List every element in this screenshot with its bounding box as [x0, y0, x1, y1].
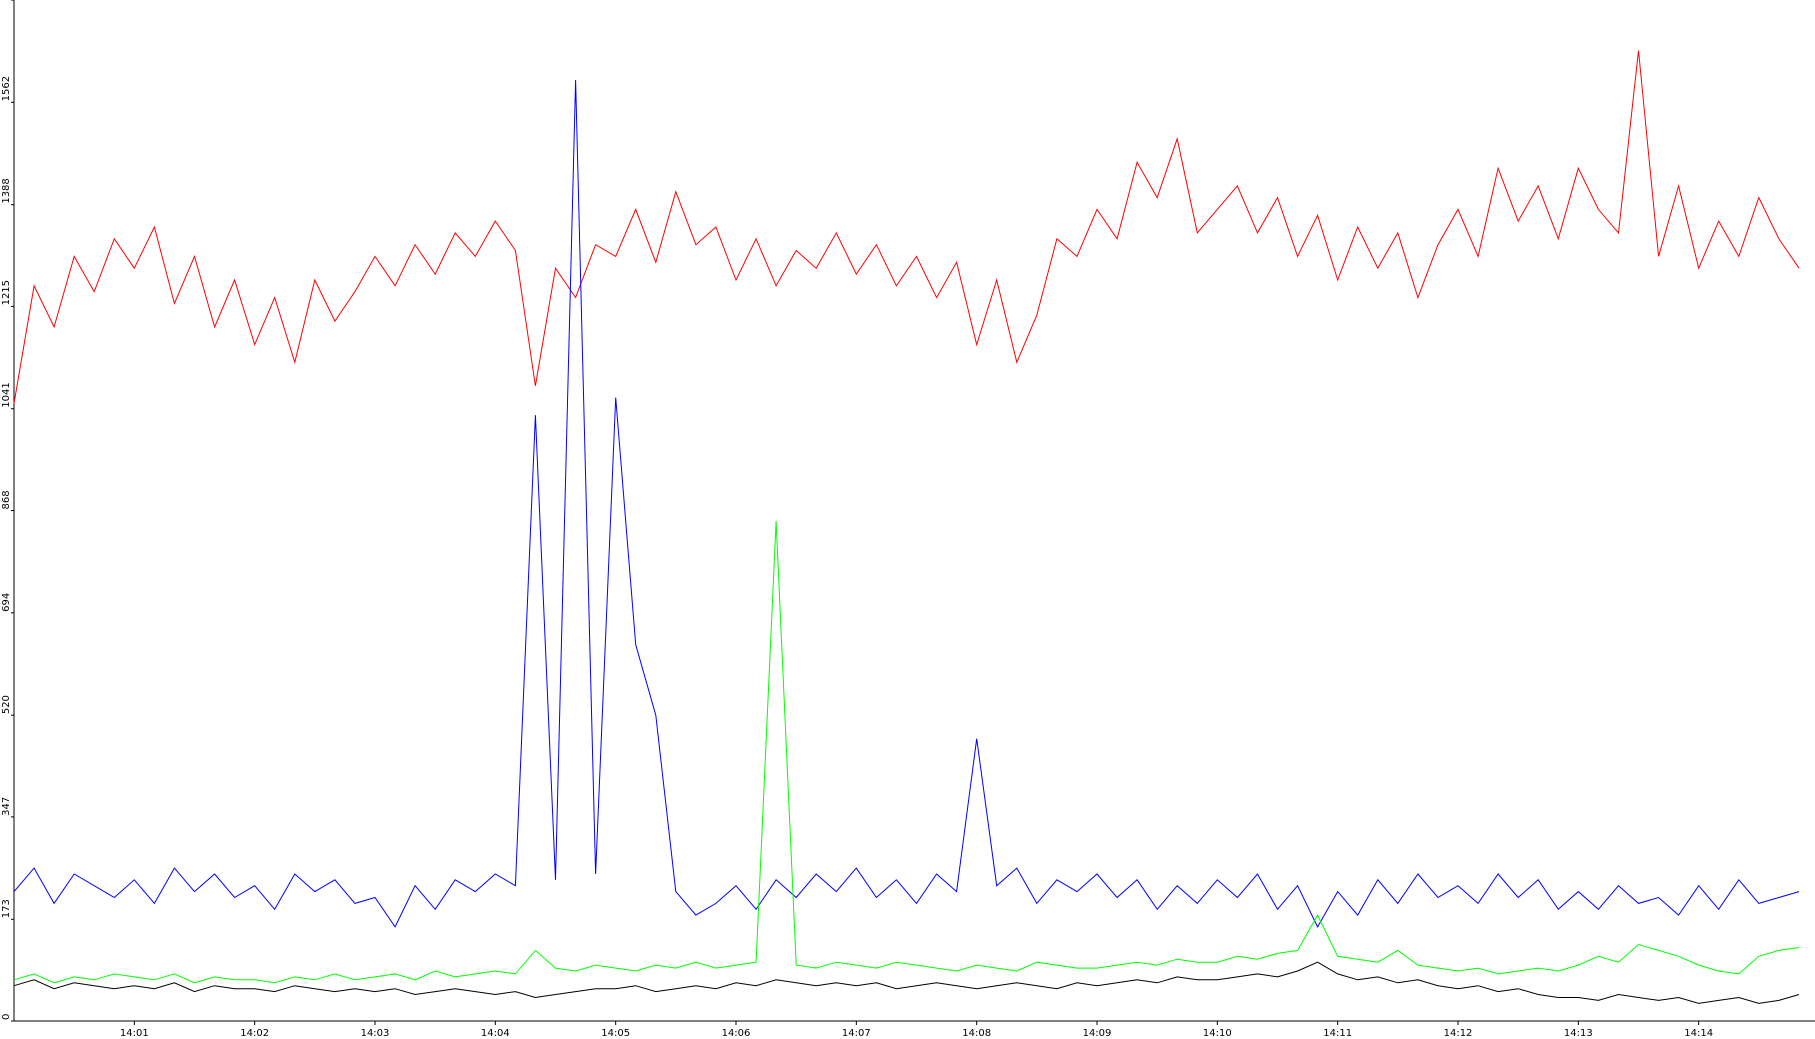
y-tick-label: 1041: [1, 382, 12, 407]
x-tick-label: 14:11: [1323, 1028, 1352, 1039]
x-tick-label: 14:07: [842, 1028, 871, 1039]
x-tick-label: 14:06: [722, 1028, 751, 1039]
y-tick-label: 868: [1, 490, 12, 509]
y-tick-label: 1562: [1, 76, 12, 101]
series-line: [13, 50, 1800, 404]
series-line: [13, 961, 1800, 1004]
y-tick-label: 0: [1, 1014, 12, 1020]
series-line: [13, 79, 1800, 928]
x-tick-label: 14:05: [601, 1028, 630, 1039]
y-tick-label: 347: [1, 797, 12, 816]
y-tick-label: 1736: [1, 0, 12, 1]
x-tick-label: 14:01: [120, 1028, 149, 1039]
x-tick-label: 14:09: [1083, 1028, 1112, 1039]
x-tick-label: 14:04: [481, 1028, 510, 1039]
y-tick-label: 173: [1, 899, 12, 918]
y-tick-label: 694: [1, 593, 12, 612]
x-tick-label: 14:03: [361, 1028, 390, 1039]
series-line: [13, 521, 1800, 984]
x-tick-label: 14:02: [240, 1028, 269, 1039]
x-tick-label: 14:08: [962, 1028, 991, 1039]
x-tick-label: 14:13: [1564, 1028, 1593, 1039]
y-tick-label: 1215: [1, 280, 12, 305]
x-tick-label: 14:14: [1684, 1028, 1713, 1039]
x-tick-label: 14:12: [1444, 1028, 1473, 1039]
x-tick-label: 14:10: [1203, 1028, 1232, 1039]
y-tick-label: 520: [1, 695, 12, 714]
y-tick-label: 1388: [1, 178, 12, 203]
